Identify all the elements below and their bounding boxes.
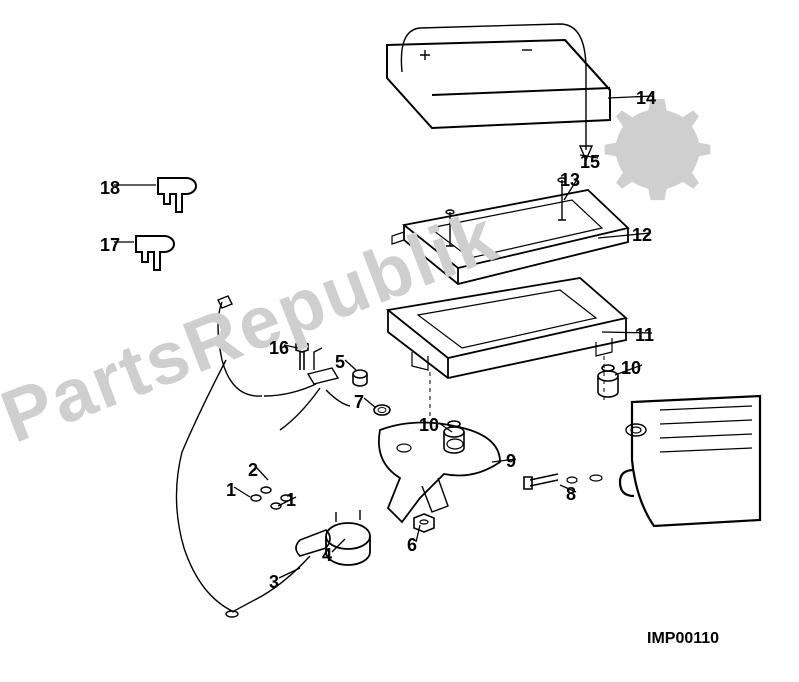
part-grommet-7 (374, 405, 390, 415)
part-frame-lower (388, 278, 626, 420)
part-engine-case (590, 396, 760, 526)
diagram-canvas: { "diagram": { "id_label": "IMP00110", "… (0, 0, 799, 682)
callout-2: 2 (248, 460, 258, 481)
callout-14: 14 (636, 88, 656, 109)
callout-12: 12 (632, 225, 652, 246)
part-washer-nut-1-2 (251, 487, 291, 509)
callout-10: 10 (621, 358, 641, 379)
part-nut-6 (414, 514, 434, 532)
part-bracket-9 (379, 423, 500, 523)
callout-15: 15 (580, 152, 600, 173)
callout-5: 5 (335, 352, 345, 373)
callout-7: 7 (354, 392, 364, 413)
part-rubber-mount-10-right (598, 365, 618, 397)
diagram-id-label: IMP00110 (647, 630, 719, 648)
part-screw-13 (446, 178, 566, 246)
leader-lines (114, 96, 653, 578)
callout-13: 13 (560, 170, 580, 191)
callout-18: 18 (100, 178, 120, 199)
callout-17: 17 (100, 235, 120, 256)
part-cable-3 (226, 556, 310, 617)
callout-11: 11 (635, 325, 654, 346)
part-solenoid-4 (326, 510, 370, 565)
part-key-18 (158, 178, 196, 212)
callout-6: 6 (407, 535, 417, 556)
callout-8: 8 (566, 484, 576, 505)
part-bolt-16 (296, 342, 308, 370)
callout-10: 10 (419, 415, 439, 436)
callout-4: 4 (322, 545, 332, 566)
exploded-diagram (0, 0, 799, 682)
callout-16: 16 (269, 338, 289, 359)
callout-1: 1 (286, 490, 296, 511)
part-tray-upper (392, 190, 628, 284)
part-key-17 (136, 236, 174, 270)
part-battery (387, 40, 610, 128)
callout-1: 1 (226, 480, 236, 501)
callout-3: 3 (269, 572, 279, 593)
part-grommet-5 (353, 370, 367, 386)
callout-9: 9 (506, 451, 516, 472)
